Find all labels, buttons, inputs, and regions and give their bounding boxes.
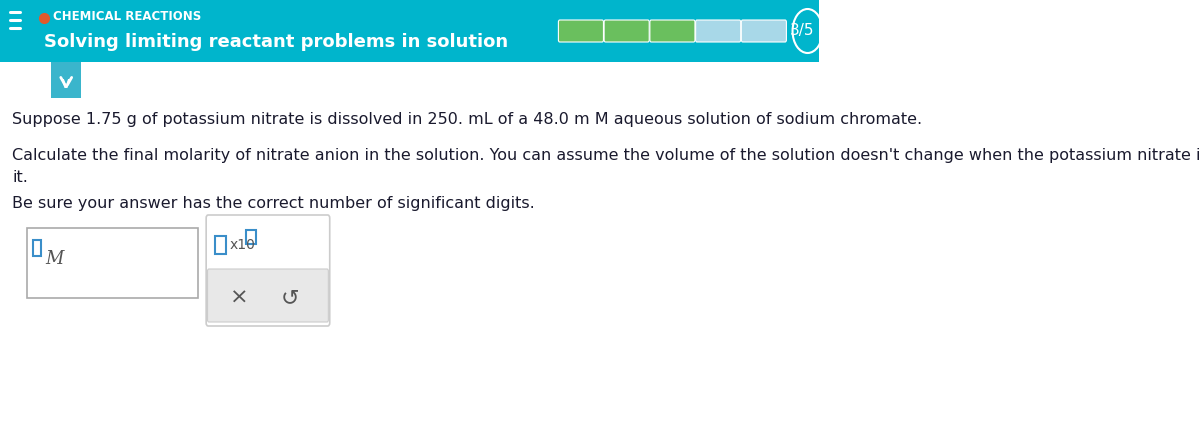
FancyBboxPatch shape <box>650 20 695 42</box>
FancyBboxPatch shape <box>604 20 649 42</box>
FancyBboxPatch shape <box>28 228 198 298</box>
Text: Suppose 1.75 g of potassium nitrate is dissolved in 250. mL of a 48.0 m M aqueou: Suppose 1.75 g of potassium nitrate is d… <box>12 112 923 127</box>
FancyBboxPatch shape <box>696 20 740 42</box>
FancyBboxPatch shape <box>246 230 256 244</box>
Text: v: v <box>61 75 71 90</box>
Circle shape <box>792 9 822 53</box>
FancyBboxPatch shape <box>558 20 604 42</box>
FancyBboxPatch shape <box>52 62 82 98</box>
FancyBboxPatch shape <box>32 240 41 256</box>
Text: M: M <box>46 250 64 268</box>
FancyBboxPatch shape <box>742 20 786 42</box>
Text: x10: x10 <box>230 238 256 252</box>
Text: ↺: ↺ <box>281 288 300 308</box>
FancyBboxPatch shape <box>215 236 226 254</box>
Text: Solving limiting reactant problems in solution: Solving limiting reactant problems in so… <box>44 33 509 51</box>
Text: Be sure your answer has the correct number of significant digits.: Be sure your answer has the correct numb… <box>12 196 535 211</box>
FancyBboxPatch shape <box>206 215 330 326</box>
Text: it.: it. <box>12 170 28 185</box>
FancyBboxPatch shape <box>0 0 820 62</box>
FancyBboxPatch shape <box>208 269 329 322</box>
Text: CHEMICAL REACTIONS: CHEMICAL REACTIONS <box>53 11 200 23</box>
Text: ×: × <box>229 288 248 308</box>
Text: 3/5: 3/5 <box>790 23 815 38</box>
Text: Calculate the final molarity of nitrate anion in the solution. You can assume th: Calculate the final molarity of nitrate … <box>12 148 1200 163</box>
